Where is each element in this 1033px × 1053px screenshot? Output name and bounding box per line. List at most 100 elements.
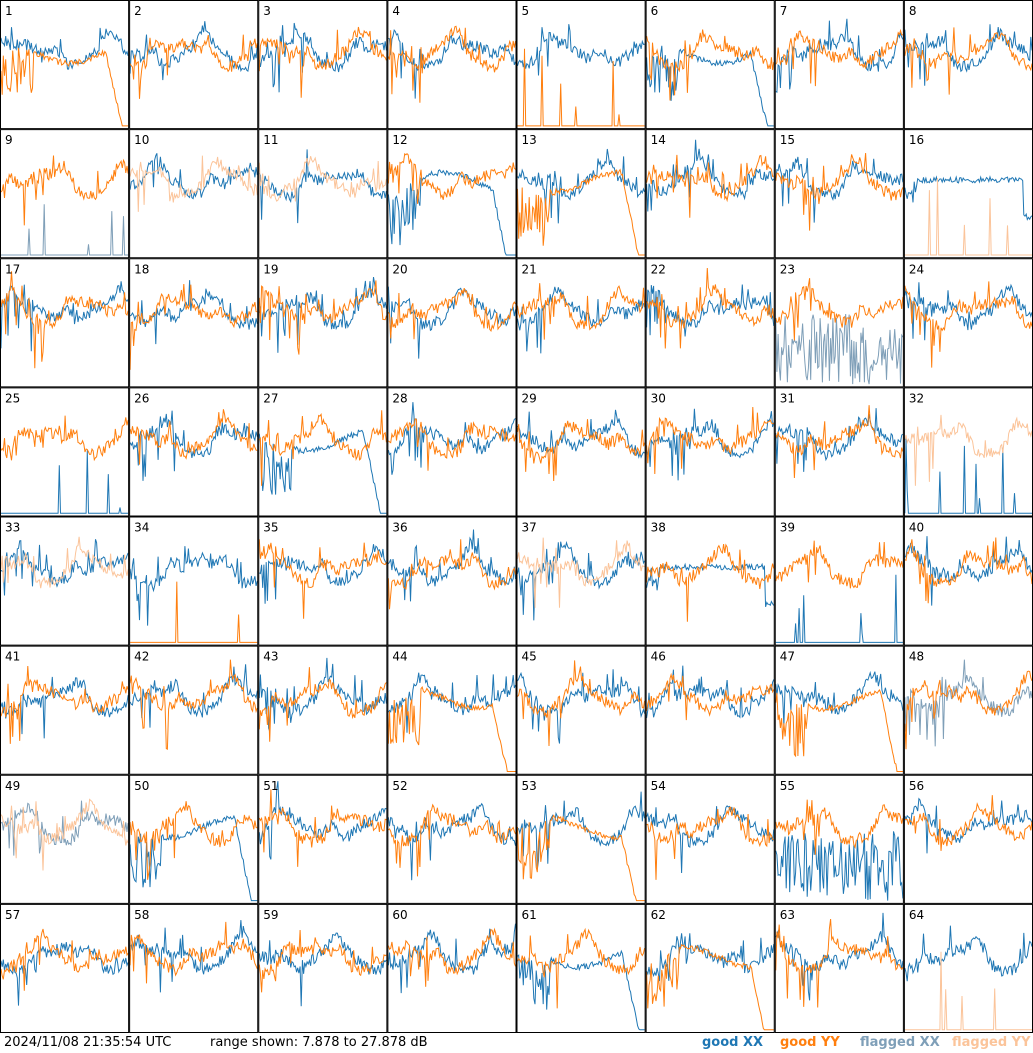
tile-38-frame: [645, 516, 775, 646]
tile-60-xx-line: [387, 923, 516, 994]
tile-18: 18: [129, 258, 259, 388]
tile-40-frame: [903, 516, 1033, 646]
tile-62-frame: [645, 903, 775, 1033]
tile-58-xx-line: [129, 920, 258, 993]
tile-26: 26: [129, 387, 259, 517]
tile-43: 43: [258, 645, 388, 775]
tile-40-yy-line: [904, 537, 1033, 604]
tile-30-label: 30: [651, 391, 666, 405]
tile-5-frame: [516, 0, 646, 130]
tile-45-yy-line: [517, 660, 646, 747]
tile-59-yy-line: [258, 929, 387, 993]
tile-56-xx-line: [904, 797, 1033, 854]
tile-5-label: 5: [522, 4, 530, 18]
tile-25-xx-line: [1, 450, 129, 514]
tile-11-frame: [258, 129, 388, 259]
tile-58-frame: [129, 903, 259, 1033]
tile-30: 30: [645, 387, 775, 517]
tile-23: 23: [774, 258, 904, 388]
tile-63-yy-line: [775, 918, 904, 1008]
tile-38-yy-line: [646, 543, 775, 622]
tile-63-label: 63: [780, 908, 795, 922]
tile-50-label: 50: [134, 779, 149, 793]
tile-40-xx-line: [904, 536, 1033, 606]
tile-11-yy-line: [258, 156, 387, 202]
tile-61-label: 61: [522, 908, 537, 922]
tile-55-label: 55: [780, 779, 795, 793]
tile-39-xx-line: [775, 574, 903, 643]
tile-56: 56: [903, 774, 1033, 904]
tile-12-frame: [387, 129, 517, 259]
tile-45: 45: [516, 645, 646, 775]
tile-1-label: 1: [5, 4, 13, 18]
tile-54: 54: [645, 774, 775, 904]
tile-58-yy-line: [129, 921, 258, 984]
tile-26-label: 26: [134, 391, 149, 405]
tile-31-yy-line: [775, 405, 904, 479]
tile-8-xx-line: [904, 24, 1033, 86]
tile-35-yy-line: [258, 539, 387, 619]
tile-39: 39: [774, 516, 904, 646]
tile-13-xx-line: [517, 148, 646, 224]
tile-21-yy-line: [517, 283, 646, 340]
tile-29: 29: [516, 387, 646, 517]
tile-52-label: 52: [392, 779, 407, 793]
tile-44: 44: [387, 645, 517, 775]
tile-22-xx-line: [646, 284, 775, 337]
tile-16-label: 16: [909, 133, 924, 147]
tile-16-yy-line: [904, 177, 1032, 256]
tile-42: 42: [129, 645, 259, 775]
tile-14-yy-line: [646, 154, 774, 218]
tile-15-label: 15: [780, 133, 795, 147]
tile-48: 48: [903, 645, 1033, 775]
tile-9-label: 9: [5, 133, 13, 147]
tile-20-label: 20: [392, 262, 407, 276]
tile-1-xx-line: [0, 27, 129, 70]
tile-3-yy-line: [258, 26, 387, 98]
tile-14-label: 14: [651, 133, 666, 147]
tile-5-yy-line: [517, 48, 645, 127]
tile-35-xx-line: [259, 544, 387, 604]
tile-17-yy-line: [0, 271, 129, 369]
timestamp: 2024/11/08 21:35:54 UTC: [4, 1035, 172, 1050]
tile-36: 36: [387, 516, 517, 646]
tile-13-yy-line: [517, 168, 645, 256]
tile-4-frame: [387, 0, 517, 130]
tile-44-xx-line: [387, 672, 516, 733]
tile-15-xx-line: [775, 156, 904, 223]
tile-62-label: 62: [651, 908, 666, 922]
tile-55-frame: [774, 774, 904, 904]
tile-7-yy-line: [775, 28, 903, 87]
tile-10-xx-line: [129, 153, 258, 200]
tile-43-frame: [258, 645, 388, 775]
tile-52-frame: [387, 774, 517, 904]
tile-57-frame: [0, 903, 130, 1033]
tile-4-label: 4: [392, 4, 400, 18]
tile-28-label: 28: [392, 391, 407, 405]
tile-28-xx-line: [387, 402, 516, 475]
legend-flagged-yy: flagged YY: [952, 1035, 1031, 1050]
tile-29-label: 29: [522, 391, 537, 405]
tile-19-frame: [258, 258, 388, 388]
tile-6: 6: [645, 0, 775, 130]
tile-35-frame: [258, 516, 388, 646]
tile-23-frame: [774, 258, 904, 388]
legend-good-yy: good YY: [780, 1035, 840, 1050]
tile-4: 4: [387, 0, 517, 130]
tile-42-xx-line: [129, 664, 258, 728]
tile-51-yy-line: [258, 789, 387, 867]
tile-60-frame: [387, 903, 517, 1033]
tile-6-xx-line: [646, 45, 774, 127]
tile-24-label: 24: [909, 262, 924, 276]
tile-9-yy-line: [0, 155, 129, 226]
tile-13-label: 13: [522, 133, 537, 147]
tile-24-xx-line: [904, 282, 1033, 341]
tile-51: 51: [258, 774, 388, 904]
tile-39-yy-line: [775, 540, 904, 589]
tile-20: 20: [387, 258, 517, 388]
tile-27-label: 27: [263, 391, 278, 405]
tile-24: 24: [903, 258, 1033, 388]
tile-32: 32: [903, 387, 1033, 517]
tile-3-label: 3: [263, 4, 271, 18]
tile-21-xx-line: [517, 286, 645, 354]
